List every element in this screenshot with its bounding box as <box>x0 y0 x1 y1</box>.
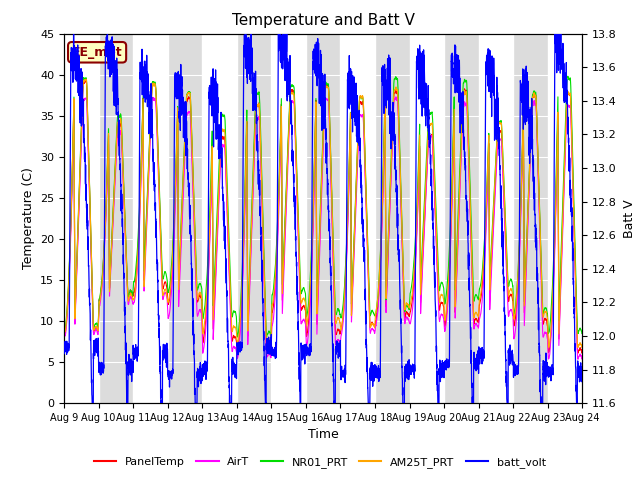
Y-axis label: Temperature (C): Temperature (C) <box>22 168 35 269</box>
Title: Temperature and Batt V: Temperature and Batt V <box>232 13 415 28</box>
X-axis label: Time: Time <box>308 429 339 442</box>
Bar <box>410 34 444 403</box>
Y-axis label: Batt V: Batt V <box>623 199 636 238</box>
Bar <box>548 34 582 403</box>
Bar <box>479 34 513 403</box>
Bar <box>133 34 168 403</box>
Legend: PanelTemp, AirT, NR01_PRT, AM25T_PRT, batt_volt: PanelTemp, AirT, NR01_PRT, AM25T_PRT, ba… <box>90 452 550 472</box>
Bar <box>340 34 375 403</box>
Text: EE_met: EE_met <box>72 46 122 59</box>
Bar <box>271 34 306 403</box>
Bar <box>64 34 99 403</box>
Bar <box>202 34 237 403</box>
